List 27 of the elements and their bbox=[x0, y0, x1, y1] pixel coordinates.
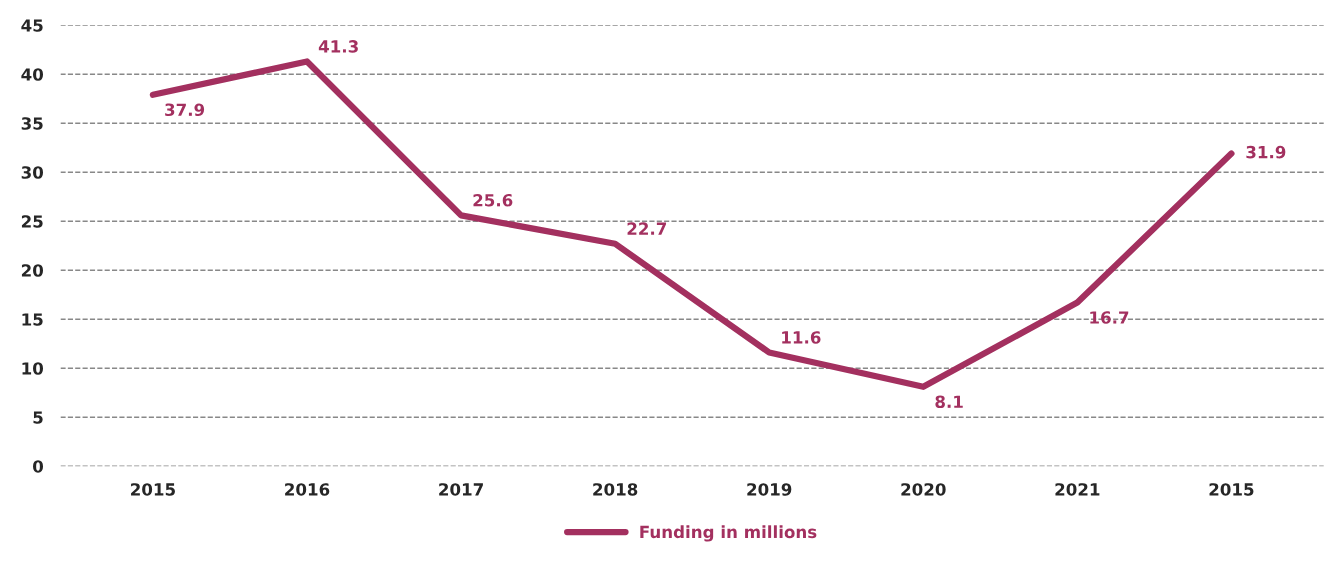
x-tick-label: 2020 bbox=[901, 483, 946, 496]
y-tick-label: 35 bbox=[21, 117, 43, 130]
y-tick-label: 45 bbox=[21, 19, 43, 32]
x-tick-label: 2021 bbox=[1055, 483, 1100, 496]
x-tick-label: 2015 bbox=[131, 483, 175, 496]
x-tick-label: 2015 bbox=[1209, 483, 1254, 496]
x-tick-label: 2018 bbox=[593, 483, 638, 496]
data-label: 16.7 bbox=[1090, 311, 1129, 324]
legend-label: Funding in millions bbox=[640, 525, 817, 542]
x-tick-label: 2019 bbox=[747, 483, 792, 496]
y-tick-label: 20 bbox=[21, 264, 44, 277]
y-tick-label: 5 bbox=[33, 411, 43, 424]
y-tick-label: 15 bbox=[22, 313, 43, 326]
data-label: 37.9 bbox=[165, 103, 205, 117]
y-tick-label: 30 bbox=[21, 166, 44, 179]
x-tick-label: 2016 bbox=[285, 483, 330, 496]
y-tick-label: 40 bbox=[21, 68, 44, 81]
y-tick-label: 25 bbox=[21, 215, 43, 228]
y-tick-label: 0 bbox=[33, 460, 44, 473]
data-label: 25.6 bbox=[473, 193, 513, 207]
x-tick-label: 2017 bbox=[439, 483, 483, 496]
data-label: 41.3 bbox=[318, 40, 358, 53]
data-label: 8.1 bbox=[935, 395, 963, 409]
data-label: 22.7 bbox=[627, 222, 667, 235]
y-tick-label: 10 bbox=[22, 362, 44, 375]
data-label: 31.9 bbox=[1246, 145, 1286, 159]
data-label: 11.6 bbox=[782, 331, 821, 344]
